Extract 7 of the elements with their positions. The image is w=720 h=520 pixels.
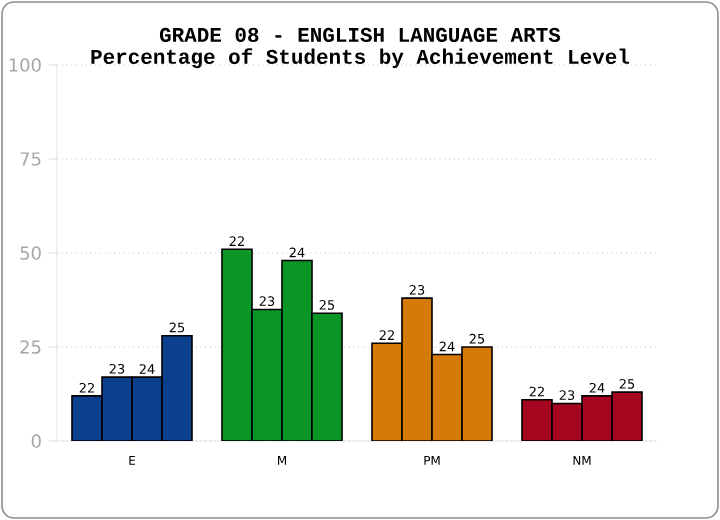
y-tick-label: 0: [31, 434, 41, 448]
chart-subtitle: Percentage of Students by Achievement Level: [91, 48, 630, 69]
y-tick-label: 25: [20, 340, 41, 354]
y-tick-label: 75: [20, 152, 41, 166]
y-tick-label: 50: [20, 246, 41, 260]
y-tick-label: 100: [9, 58, 41, 72]
chart-title: GRADE 08 - ENGLISH LANGUAGE ARTS: [159, 27, 561, 43]
